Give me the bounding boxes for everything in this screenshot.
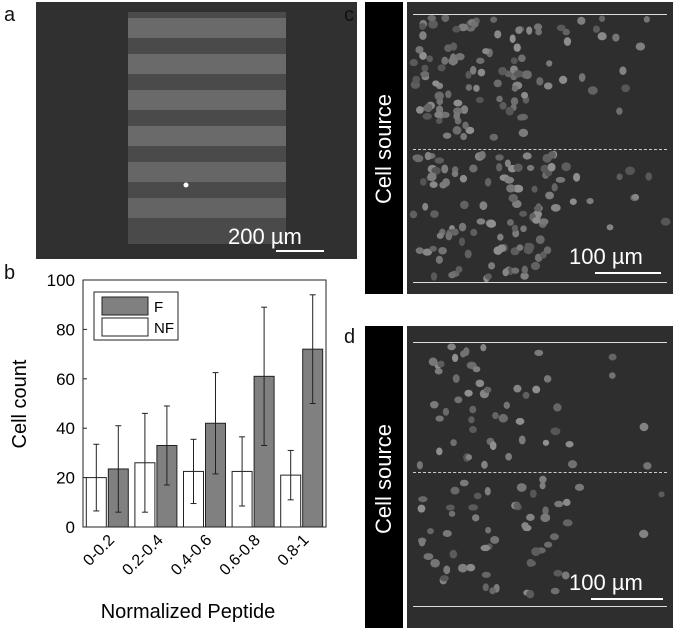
panel-a-micrograph: 200 µm [36,2,357,259]
legend-swatch-f [101,296,149,316]
legend-label-nf: NF [154,320,174,337]
y-axis-label: Cell count [9,359,31,448]
x-tick-label: 0.4-0.6 [168,532,215,579]
cell-count-bar-chart: 0 20 40 60 80 100 0-0.2 0.2-0.4 0.4-0.6 0.6-0.8 0… [9,271,327,623]
panel-d-top-line [413,342,667,343]
x-tick-label: 0.2-0.4 [119,532,166,579]
panel-d-cells [416,343,665,599]
legend: F NF [93,291,179,341]
panel-d-scale-label: 100 µm [569,570,643,595]
legend-label-f: F [154,299,163,316]
panel-d-dashed-line [413,472,667,473]
y-tick-label: 80 [56,320,75,339]
x-tick-label: 0.8-1 [275,532,313,570]
y-tick-label: 0 [66,518,75,537]
panel-c-cell-source-label: Cell source [371,93,396,205]
panel-d-letter: d [344,326,356,348]
panel-a-scale-label: 200 µm [228,224,302,249]
panel-c-micrograph: 100 µm [407,2,673,294]
legend-swatch-nf [101,317,149,337]
panel-c-letter: c [344,4,354,26]
panel-c-bottom-line [413,282,667,283]
panel-c-scale-bar [595,272,661,274]
panel-c-cells [409,13,671,283]
panel-d-bottom-line [413,606,667,607]
panel-b-letter: b [4,262,16,284]
panel-c-cell-source-bar [365,2,403,294]
plot-frame [82,279,327,528]
x-axis-label: Normalized Peptide [101,601,276,623]
y-tick-label: 100 [47,271,75,290]
x-tick-label: 0.6-0.8 [217,532,264,579]
panel-d-scale-bar [591,598,663,600]
panel-c-top-line [413,14,667,15]
panel-d-micrograph: 100 µm [407,326,673,628]
panel-d-cell-source-label: Cell source [371,423,396,535]
panel-d-cell-source-bar [365,326,403,628]
panel-a-scale-bar [276,250,324,252]
peptide-stripe-pattern [36,2,357,259]
y-tick-label: 40 [56,419,75,438]
panel-c-dashed-line [413,149,667,150]
y-tick-label: 20 [56,469,75,488]
panel-a-letter: a [4,4,16,26]
x-tick-label: 0-0.2 [80,532,118,570]
y-tick-label: 60 [56,370,75,389]
panel-c-scale-label: 100 µm [569,244,643,269]
